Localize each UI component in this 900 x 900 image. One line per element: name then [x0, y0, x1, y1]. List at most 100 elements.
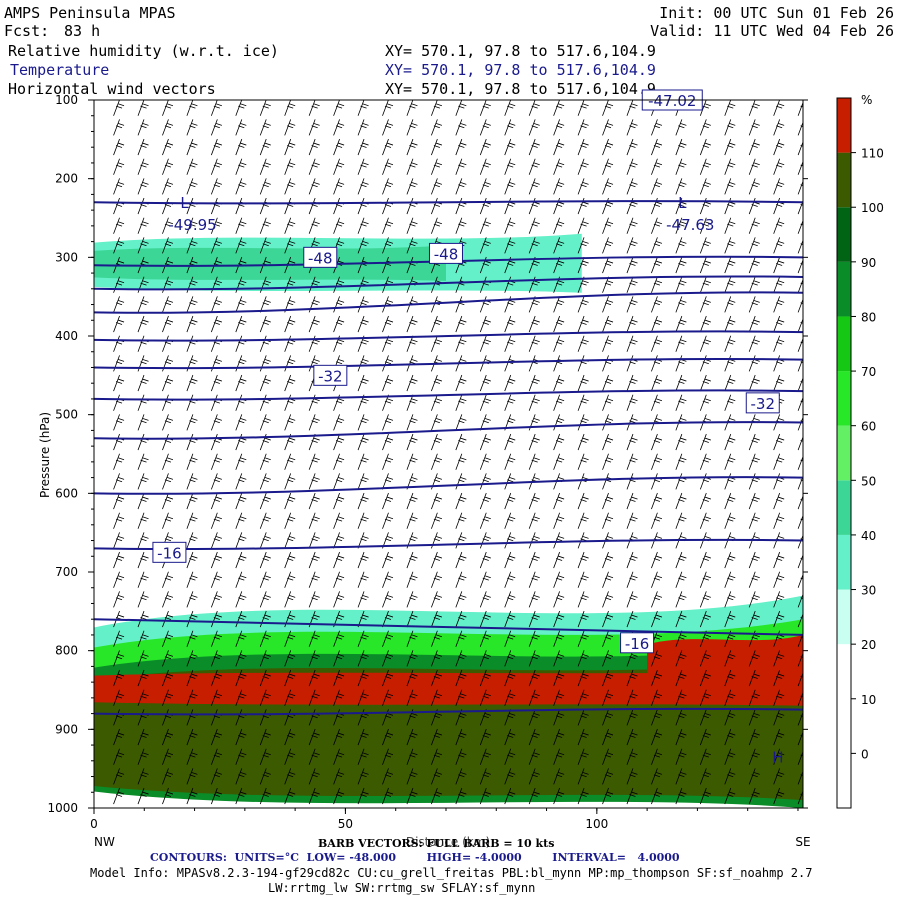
wind-barb — [308, 178, 320, 195]
wind-barb — [602, 512, 614, 529]
wind-barb — [357, 630, 369, 647]
wind-barb — [406, 158, 418, 175]
wind-barb — [577, 453, 589, 470]
wind-barb — [602, 315, 614, 333]
wind-barb — [724, 551, 736, 569]
wind-barb — [651, 669, 663, 687]
wind-barb — [577, 296, 589, 313]
wind-barb — [431, 610, 443, 628]
wind-barb — [162, 414, 174, 431]
wind-barb — [528, 355, 540, 372]
wind-barb — [773, 689, 785, 706]
wind-barb — [308, 492, 320, 510]
colorbar-label: 10 — [861, 693, 876, 707]
wind-barb — [553, 669, 565, 687]
wind-barb — [797, 357, 803, 372]
wind-barb — [333, 100, 345, 116]
wind-barb — [431, 197, 443, 215]
wind-barb — [431, 748, 443, 765]
colorbar-label: 40 — [861, 529, 876, 543]
wind-barb — [479, 787, 491, 805]
wind-barb — [113, 315, 125, 333]
wind-barb — [137, 433, 149, 451]
wind-barb — [797, 750, 803, 765]
wind-barb — [333, 217, 345, 234]
wind-barb — [113, 119, 125, 136]
wind-barb — [455, 512, 467, 529]
contour-label: -32 — [751, 395, 776, 413]
wind-barb — [602, 256, 614, 274]
wind-barb — [186, 414, 198, 431]
wind-barb — [455, 610, 467, 628]
wind-barb — [357, 178, 369, 195]
wind-barb — [406, 394, 418, 411]
wind-barb — [235, 650, 247, 667]
field-xy-rh: XY= 570.1, 97.8 to 517.6,104.9 — [385, 42, 656, 60]
wind-barb — [431, 669, 443, 687]
wind-barb — [602, 433, 614, 451]
wind-barb — [210, 394, 222, 411]
wind-barb — [699, 296, 711, 313]
wind-barb — [626, 571, 638, 588]
colorbar-swatch — [837, 644, 851, 699]
contour-label-box — [303, 246, 338, 268]
wind-barb — [675, 630, 687, 647]
wind-barb — [382, 178, 394, 195]
wind-barb — [284, 768, 296, 785]
wind-barb — [455, 178, 467, 195]
wind-barb — [626, 709, 638, 726]
wind-barb — [626, 119, 638, 136]
wind-barb — [577, 787, 589, 805]
wind-barb — [748, 355, 760, 372]
wind-barb — [308, 119, 320, 136]
wind-barb — [137, 237, 149, 254]
wind-barb — [528, 217, 540, 234]
wind-barb — [259, 551, 271, 569]
colorbar-label: 110 — [861, 147, 884, 161]
wind-barb — [748, 374, 760, 392]
wind-barb — [797, 317, 803, 333]
wind-barb — [113, 217, 125, 234]
wind-barb — [357, 237, 369, 254]
wind-barb — [797, 298, 803, 313]
wind-barb — [284, 315, 296, 333]
wind-barb — [333, 119, 345, 136]
wind-barb — [724, 315, 736, 333]
wind-barb — [382, 374, 394, 392]
wind-barb — [210, 217, 222, 234]
wind-barb — [773, 473, 785, 490]
wind-barb — [333, 512, 345, 529]
wind-barb — [113, 178, 125, 195]
wind-barb — [504, 394, 516, 411]
wind-barb — [259, 669, 271, 687]
wind-barb — [137, 689, 149, 706]
wind-barb — [333, 296, 345, 313]
wind-barb — [162, 650, 174, 667]
wind-barb — [626, 748, 638, 765]
wind-barb — [235, 178, 247, 195]
wind-barb — [357, 453, 369, 470]
wind-barb — [553, 551, 565, 569]
wind-barb — [724, 197, 736, 215]
wind-barb — [284, 728, 296, 746]
wind-barb — [504, 473, 516, 490]
wind-barb — [626, 100, 638, 116]
wind-barb — [724, 571, 736, 588]
wind-barb — [504, 374, 516, 392]
wind-barb — [626, 689, 638, 706]
wind-barb — [357, 492, 369, 510]
wind-barb — [431, 630, 443, 647]
wind-barb — [528, 591, 540, 608]
wind-barb — [748, 748, 760, 765]
wind-barb — [308, 100, 320, 116]
wind-barb — [235, 787, 247, 805]
wind-barb — [284, 119, 296, 136]
wind-barb — [308, 728, 320, 746]
wind-barb — [308, 650, 320, 667]
wind-barb — [162, 669, 174, 687]
wind-barb — [210, 158, 222, 175]
wind-barb — [626, 728, 638, 746]
wind-barb — [308, 158, 320, 175]
wind-barb — [259, 394, 271, 411]
wind-barb — [651, 217, 663, 234]
